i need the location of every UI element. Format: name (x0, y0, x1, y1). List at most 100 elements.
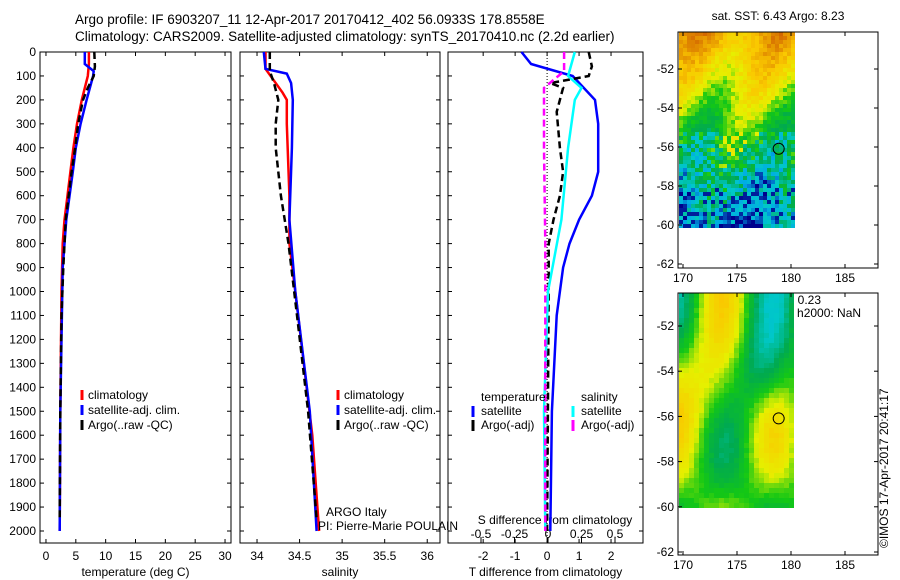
heatmap-cell (763, 56, 767, 60)
heatmap-cell (787, 196, 791, 200)
heatmap-cell (751, 80, 755, 84)
heatmap-cell (687, 116, 691, 120)
heatmap-cell (689, 388, 694, 393)
heatmap-cell (747, 156, 751, 160)
heatmap-cell (723, 152, 727, 156)
heatmap-cell (769, 453, 774, 458)
heatmap-cell (724, 398, 729, 403)
heatmap-cell (747, 88, 751, 92)
heatmap-cell (727, 224, 731, 228)
heatmap-cell (791, 208, 795, 212)
heatmap-cell (734, 413, 739, 418)
heatmap-cell (695, 136, 699, 140)
heatmap-cell (769, 313, 774, 318)
heatmap-cell (759, 363, 764, 368)
heatmap-cell (783, 64, 787, 68)
heatmap-cell (755, 44, 759, 48)
y-tick-label: -56 (657, 409, 675, 423)
heatmap-cell (684, 498, 689, 503)
heatmap-cell (694, 383, 699, 388)
heatmap-cell (687, 212, 691, 216)
heatmap-cell (703, 132, 707, 136)
heatmap-cell (699, 64, 703, 68)
heatmap-cell (739, 443, 744, 448)
heatmap-cell (709, 303, 714, 308)
heatmap-cell (779, 378, 784, 383)
heatmap-cell (679, 488, 684, 493)
heatmap-cell (699, 216, 703, 220)
heatmap-cell (691, 96, 695, 100)
heatmap-cell (775, 136, 779, 140)
heatmap-cell (784, 443, 789, 448)
heatmap-cell (723, 188, 727, 192)
heatmap-cell (709, 413, 714, 418)
heatmap-cell (789, 493, 794, 498)
heatmap-cell (734, 478, 739, 483)
heatmap-cell (689, 358, 694, 363)
heatmap-cell (747, 120, 751, 124)
heatmap-cell (723, 196, 727, 200)
heatmap-cell (694, 338, 699, 343)
heatmap-cell (679, 84, 683, 88)
heatmap-cell (769, 428, 774, 433)
heatmap-cell (719, 32, 723, 36)
heatmap-cell (715, 92, 719, 96)
heatmap-cell (719, 64, 723, 68)
heatmap-cell (729, 348, 734, 353)
heatmap-cell (724, 418, 729, 423)
heatmap-cell (784, 373, 789, 378)
heatmap-cell (759, 132, 763, 136)
heatmap-cell (743, 132, 747, 136)
heatmap-cell (751, 44, 755, 48)
heatmap-cell (727, 84, 731, 88)
heatmap-cell (754, 473, 759, 478)
heatmap-cell (779, 343, 784, 348)
heatmap-cell (791, 40, 795, 44)
heatmap-cell (703, 100, 707, 104)
heatmap-cell (683, 168, 687, 172)
heatmap-cell (783, 140, 787, 144)
heatmap-cell (744, 493, 749, 498)
heatmap-cell (704, 453, 709, 458)
heatmap-cell (734, 403, 739, 408)
x-tick-label: 170 (673, 558, 693, 572)
heatmap-cell (774, 293, 779, 298)
heatmap-cell (714, 428, 719, 433)
heatmap-cell (714, 393, 719, 398)
heatmap-cell (739, 458, 744, 463)
heatmap-cell (739, 188, 743, 192)
heatmap-cell (749, 333, 754, 338)
y-tick-label: -60 (657, 500, 675, 514)
heatmap-cell (744, 483, 749, 488)
heatmap-cell (723, 124, 727, 128)
heatmap-cell (789, 463, 794, 468)
heatmap-cell (784, 458, 789, 463)
heatmap-cell (735, 36, 739, 40)
heatmap-cell (715, 212, 719, 216)
heatmap-cell (759, 156, 763, 160)
heatmap-cell (775, 88, 779, 92)
heatmap-cell (735, 124, 739, 128)
heatmap-cell (791, 144, 795, 148)
heatmap-cell (783, 152, 787, 156)
heatmap-cell (707, 120, 711, 124)
heatmap-cell (729, 298, 734, 303)
heatmap-cell (729, 393, 734, 398)
heatmap-cell (724, 448, 729, 453)
heatmap-cell (684, 488, 689, 493)
heatmap-cell (751, 100, 755, 104)
heatmap-cell (744, 313, 749, 318)
heatmap-cell (703, 160, 707, 164)
heatmap-cell (683, 216, 687, 220)
heatmap-cell (789, 358, 794, 363)
heatmap-cell (695, 112, 699, 116)
heatmap-cell (744, 388, 749, 393)
legend-label: satellite (481, 404, 522, 418)
heatmap-cell (771, 44, 775, 48)
heatmap-cell (707, 196, 711, 200)
heatmap-cell (709, 373, 714, 378)
heatmap-cell (774, 308, 779, 313)
heatmap-cell (707, 44, 711, 48)
heatmap-cell (699, 144, 703, 148)
heatmap-cell (784, 448, 789, 453)
